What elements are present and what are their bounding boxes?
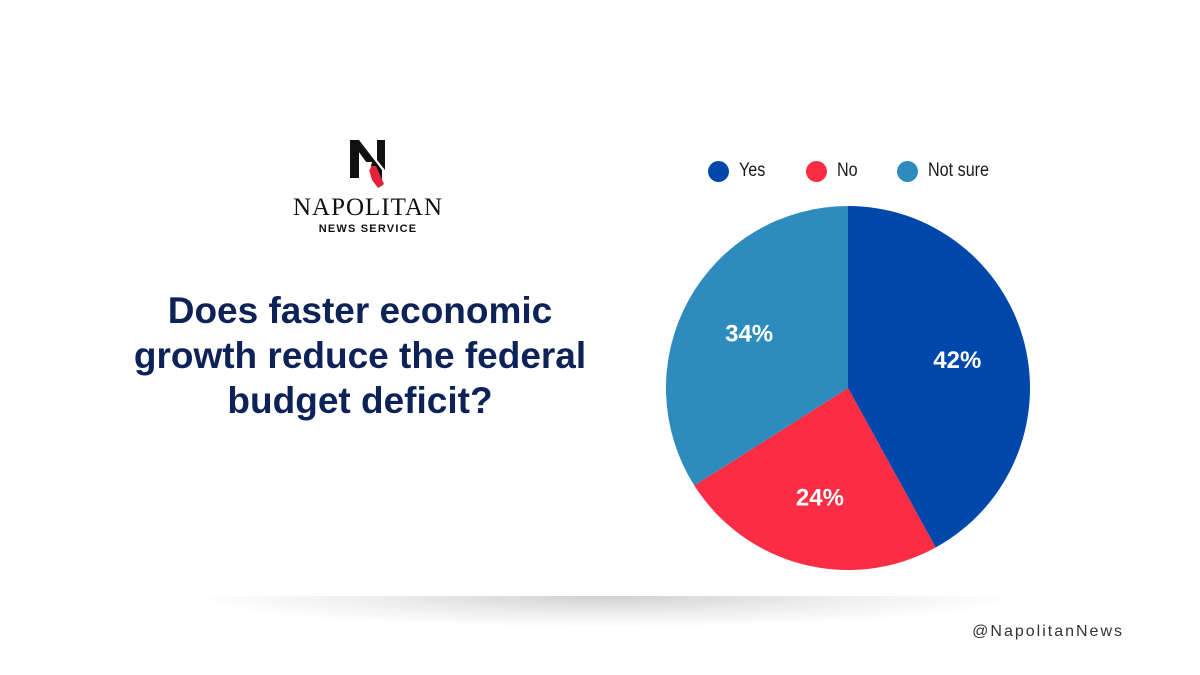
- pie-label-no: 24%: [796, 484, 844, 511]
- chart-legend: Yes No Not sure: [708, 156, 1000, 186]
- legend-item-no: No: [806, 160, 861, 182]
- legend-label-not-sure: Not sure: [928, 160, 990, 181]
- legend-item-yes: Yes: [708, 160, 770, 182]
- brand-subtitle: NEWS SERVICE: [318, 223, 418, 235]
- pie-chart: 42% 24% 34%: [666, 206, 1031, 570]
- brand-name: NAPOLITAN: [292, 194, 444, 221]
- pie-slice-not-sure: [666, 206, 848, 486]
- napolitan-logo-icon: [350, 140, 385, 188]
- pie-label-yes: 42%: [933, 347, 981, 374]
- logo: NAPOLITAN NEWS SERVICE: [288, 138, 448, 236]
- legend-item-not-sure: Not sure: [897, 160, 1000, 182]
- legend-swatch-not-sure: [897, 160, 919, 182]
- legend-swatch-yes: [708, 160, 729, 182]
- legend-label-no: No: [837, 160, 858, 181]
- legend-swatch-no: [806, 160, 827, 182]
- legend-label-yes: Yes: [739, 160, 766, 181]
- pie-label-not-sure: 34%: [725, 321, 773, 348]
- social-handle: @NapolitanNews: [972, 623, 1124, 640]
- pie-slice-yes: [848, 206, 1031, 548]
- question-title: Does faster economic growth reduce the f…: [133, 290, 587, 421]
- pie-slice-no: [694, 388, 936, 570]
- card-shadow: [210, 596, 1000, 626]
